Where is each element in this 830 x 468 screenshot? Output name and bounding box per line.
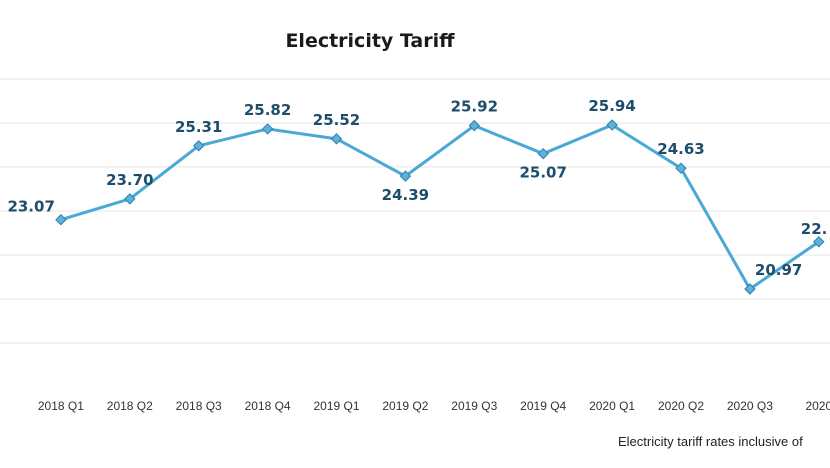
data-point [813, 236, 825, 248]
x-tick-label: 2020 [805, 399, 830, 413]
data-label: 24.39 [382, 186, 429, 204]
data-point [261, 123, 274, 135]
x-tick-label: 2018 Q4 [245, 399, 291, 413]
data-label: 25.82 [244, 101, 291, 119]
chart-title: Electricity Tariff [285, 30, 455, 52]
x-tick-label: 2019 Q1 [313, 399, 359, 413]
x-tick-label: 2020 Q3 [727, 399, 773, 413]
data-label: 25.92 [451, 98, 498, 116]
data-point [55, 213, 67, 226]
x-tick-label: 2019 Q2 [382, 399, 428, 413]
x-tick-label: 2018 Q2 [107, 399, 153, 413]
data-label: 22. [801, 220, 828, 238]
gridlines [0, 78, 830, 344]
data-point [744, 283, 756, 295]
series-markers [55, 119, 825, 295]
data-point [606, 119, 618, 131]
x-tick-label: 2020 Q1 [589, 399, 635, 413]
data-label: 25.52 [313, 111, 360, 129]
data-label: 25.07 [519, 164, 566, 182]
x-tick-label: 2020 Q2 [658, 399, 704, 413]
data-point [330, 133, 343, 145]
data-point [537, 147, 549, 160]
data-point [124, 193, 136, 205]
data-labels: 23.07 23.70 25.31 25.82 25.52 24.39 25.92 25.07… [7, 97, 827, 279]
data-label: 20.97 [755, 261, 802, 279]
x-tick-label: 2018 Q1 [38, 399, 84, 413]
x-tick-label: 2019 Q3 [451, 399, 497, 413]
data-point [675, 162, 687, 174]
data-point [399, 170, 412, 182]
data-label: 25.94 [588, 97, 635, 115]
data-label: 25.31 [175, 118, 222, 136]
footnote: Electricity tariff rates inclusive of [618, 434, 803, 449]
x-tick-label: 2019 Q4 [520, 399, 566, 413]
x-tick-label: 2018 Q3 [176, 399, 222, 413]
data-label: 23.70 [106, 171, 153, 189]
data-label: 23.07 [7, 198, 54, 216]
data-point [192, 140, 205, 152]
series-line [60, 123, 820, 291]
data-label: 24.63 [657, 140, 704, 158]
data-point [468, 119, 481, 132]
